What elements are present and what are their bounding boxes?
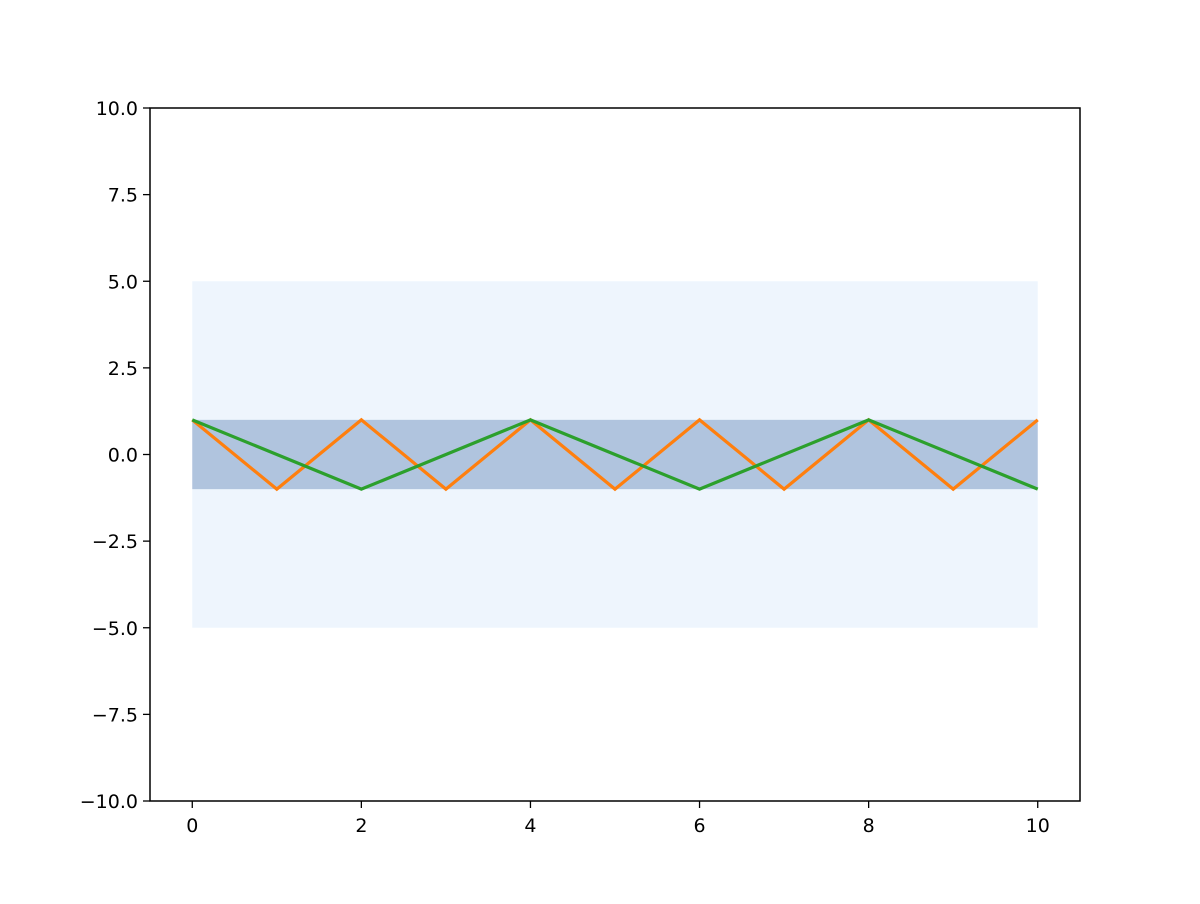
y-tick-label: 10.0 <box>96 98 138 120</box>
y-tick-label: −5.0 <box>92 618 138 640</box>
y-tick-label: −7.5 <box>92 704 138 726</box>
series-line-0 <box>191 417 1039 492</box>
x-tick-label: 6 <box>693 815 705 837</box>
x-tick-label: 2 <box>355 815 367 837</box>
series-layer <box>191 417 1039 492</box>
y-tick-label: −10.0 <box>80 791 138 813</box>
y-tick-label: 7.5 <box>108 185 138 207</box>
x-tick-label: 4 <box>524 815 536 837</box>
x-tick-label: 10 <box>1026 815 1050 837</box>
y-tick-label: 0.0 <box>108 445 138 467</box>
x-tick-label: 0 <box>186 815 198 837</box>
y-tick-label: 5.0 <box>108 271 138 293</box>
series-line-1 <box>191 418 1039 491</box>
y-axis: −10.0 −7.5 −5.0 −2.5 0.0 2.5 5.0 7.5 10.0 <box>80 98 150 813</box>
y-tick-label: −2.5 <box>92 531 138 553</box>
x-tick-label: 8 <box>863 815 875 837</box>
x-axis: 0 2 4 6 8 10 <box>186 801 1050 837</box>
y-tick-label: 2.5 <box>108 358 138 380</box>
